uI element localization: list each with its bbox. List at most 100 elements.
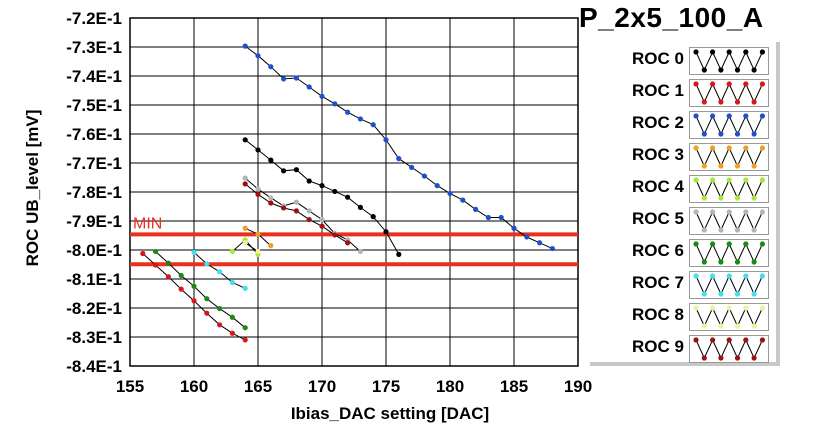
legend-item-roc-4: ROC 4 bbox=[590, 174, 776, 203]
legend-swatch-roc-3 bbox=[689, 143, 769, 171]
legend-line bbox=[695, 210, 763, 232]
legend-marker bbox=[743, 337, 749, 343]
point-roc-9-3 bbox=[281, 205, 287, 211]
point-roc-1-0 bbox=[140, 250, 146, 257]
point-roc-6-6 bbox=[229, 314, 235, 320]
legend-marker bbox=[718, 163, 724, 169]
point-roc-5-1 bbox=[255, 186, 261, 192]
legend-item-roc-1: ROC 1 bbox=[590, 78, 776, 107]
point-roc-2-17 bbox=[460, 197, 466, 203]
legend-marker bbox=[759, 241, 765, 247]
legend-marker bbox=[726, 81, 732, 87]
point-roc-6-3 bbox=[191, 283, 197, 289]
point-roc-2-6 bbox=[319, 93, 325, 99]
legend-marker bbox=[710, 145, 716, 151]
point-roc-2-15 bbox=[434, 183, 440, 189]
point-roc-2-23 bbox=[537, 240, 543, 246]
legend-label: ROC 4 bbox=[632, 177, 684, 196]
legend-marker bbox=[751, 323, 757, 329]
legend-label: ROC 3 bbox=[632, 145, 684, 164]
legend-marker bbox=[701, 99, 707, 105]
legend-item-roc-3: ROC 3 bbox=[590, 142, 776, 171]
legend-marker bbox=[743, 113, 749, 119]
point-roc-4-0 bbox=[229, 248, 235, 255]
legend-marker bbox=[751, 195, 757, 201]
legend-marker bbox=[743, 177, 749, 183]
y-tick-label: -7.3E-1 bbox=[66, 38, 122, 57]
point-roc-0-6 bbox=[319, 183, 325, 189]
point-roc-6-2 bbox=[178, 272, 184, 279]
legend-marker bbox=[701, 195, 707, 201]
legend-label: ROC 5 bbox=[632, 209, 684, 228]
point-roc-1-3 bbox=[178, 286, 184, 292]
legend-swatch-roc-9 bbox=[689, 335, 769, 363]
legend-zigzag-roc-3 bbox=[693, 145, 765, 169]
legend-marker bbox=[701, 291, 707, 297]
legend-line bbox=[695, 274, 763, 296]
point-roc-6-4 bbox=[204, 296, 210, 302]
legend-marker bbox=[718, 227, 724, 233]
legend-marker bbox=[718, 355, 724, 361]
y-tick-label: -7.7E-1 bbox=[66, 154, 122, 173]
legend-item-roc-5: ROC 5 bbox=[590, 206, 776, 235]
legend-marker bbox=[751, 67, 757, 73]
legend-marker bbox=[726, 177, 732, 183]
point-roc-0-12 bbox=[396, 251, 402, 257]
legend-zigzag-roc-0 bbox=[693, 49, 765, 73]
legend-label: ROC 7 bbox=[632, 273, 684, 292]
point-roc-6-5 bbox=[217, 305, 223, 312]
legend-marker bbox=[726, 305, 732, 311]
legend-marker bbox=[710, 305, 716, 311]
legend-zigzag-roc-6 bbox=[693, 241, 765, 265]
point-roc-1-6 bbox=[217, 322, 223, 328]
point-roc-3-2 bbox=[268, 243, 274, 249]
legend-swatch-roc-6 bbox=[689, 239, 769, 267]
point-roc-3-1 bbox=[255, 231, 261, 237]
legend-marker bbox=[759, 305, 765, 311]
y-tick-label: -8.3E-1 bbox=[66, 328, 122, 347]
point-roc-0-1 bbox=[255, 147, 261, 153]
point-roc-2-4 bbox=[293, 75, 299, 81]
legend-swatch-roc-5 bbox=[689, 207, 769, 235]
legend-label: ROC 9 bbox=[632, 337, 684, 356]
legend-marker bbox=[693, 81, 699, 87]
legend-marker bbox=[734, 323, 741, 329]
legend-line bbox=[695, 306, 763, 328]
point-roc-9-2 bbox=[268, 200, 274, 206]
point-roc-2-8 bbox=[345, 109, 351, 115]
legend-zigzag-roc-2 bbox=[693, 113, 765, 137]
point-roc-9-8 bbox=[345, 240, 351, 246]
legend-marker bbox=[710, 81, 716, 87]
y-tick-label: -8.0E-1 bbox=[66, 241, 122, 260]
y-tick-label: -7.6E-1 bbox=[66, 125, 122, 144]
point-roc-1-4 bbox=[191, 298, 197, 304]
legend-marker bbox=[734, 163, 741, 169]
legend-marker bbox=[734, 67, 741, 73]
point-roc-3-0 bbox=[242, 225, 248, 231]
point-roc-0-11 bbox=[383, 229, 389, 235]
legend: ROC 0 ROC 1 ROC 2 ROC 3 ROC 4 ROC 5 ROC 6 ROC 7… bbox=[590, 42, 780, 366]
legend-marker bbox=[743, 305, 749, 311]
point-roc-8-1 bbox=[255, 248, 261, 255]
point-roc-0-8 bbox=[345, 194, 351, 200]
point-roc-7-0 bbox=[191, 249, 197, 255]
point-roc-9-1 bbox=[255, 191, 261, 197]
chart-title: P_2x5_100_A bbox=[579, 2, 764, 33]
x-tick-label: 190 bbox=[564, 377, 592, 396]
point-roc-2-20 bbox=[498, 214, 504, 221]
plot-frame bbox=[129, 17, 579, 367]
legend-marker bbox=[693, 337, 699, 343]
x-tick-label: 165 bbox=[244, 377, 272, 396]
point-roc-7-1 bbox=[204, 261, 210, 267]
y-tick-label: -8.1E-1 bbox=[66, 270, 122, 289]
legend-marker bbox=[718, 259, 724, 265]
legend-zigzag-roc-4 bbox=[693, 177, 765, 201]
point-roc-0-0 bbox=[242, 137, 248, 143]
legend-marker bbox=[710, 49, 716, 55]
legend-marker bbox=[710, 113, 716, 119]
legend-line bbox=[695, 114, 763, 136]
point-roc-9-7 bbox=[332, 232, 338, 238]
point-roc-2-2 bbox=[268, 64, 274, 70]
point-roc-0-3 bbox=[281, 168, 287, 174]
